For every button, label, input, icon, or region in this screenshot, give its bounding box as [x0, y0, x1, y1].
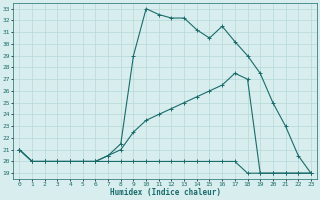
X-axis label: Humidex (Indice chaleur): Humidex (Indice chaleur)	[110, 188, 220, 197]
